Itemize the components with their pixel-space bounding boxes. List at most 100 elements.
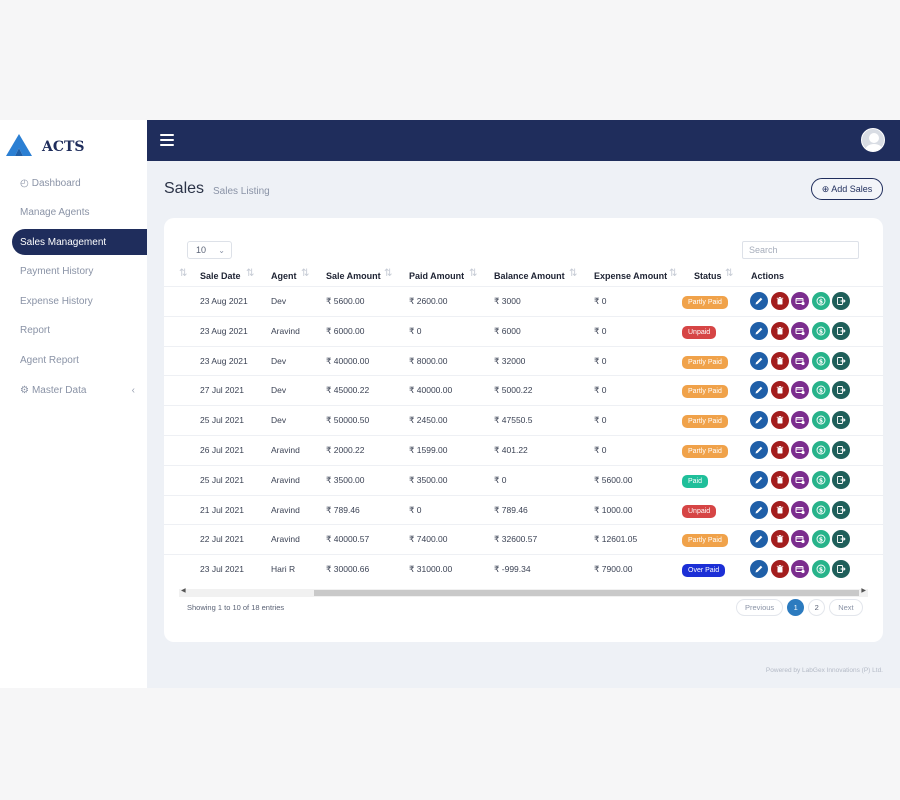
dollar-coin-icon[interactable]: $ [811,500,830,519]
export-arrow-icon[interactable] [832,440,851,459]
sidebar-item-manage-agents[interactable]: Manage Agents [0,200,147,226]
column-header-sale-date[interactable]: Sale Date [200,271,241,281]
brand[interactable]: ACTS [6,133,85,160]
sidebar-item-label: Sales Management [20,236,107,248]
row-actions: $ [750,440,851,459]
delete-trash-icon[interactable] [770,321,789,340]
table-row: 23 Jul 2021 Hari R ₹ 30000.66 ₹ 31000.00 ₹ -… [164,554,883,584]
dollar-coin-icon[interactable]: $ [811,351,830,370]
delete-trash-icon[interactable] [770,560,789,579]
table-row: 23 Aug 2021 Dev ₹ 5600.00 ₹ 2600.00 ₹ 3000 ₹ … [164,286,883,316]
cell-sale-amount: ₹ 50000.50 [326,415,370,426]
row-actions: $ [750,470,851,489]
plus-circle-icon: ⊕ [821,183,830,194]
payment-card-icon[interactable] [791,351,810,370]
delete-trash-icon[interactable] [770,440,789,459]
main-content: Sales Sales Listing ⊕ Add Sales 10 ⌄ ⇅ S… [147,161,900,688]
table-info: Showing 1 to 10 of 18 entries [187,603,285,612]
delete-trash-icon[interactable] [770,500,789,519]
edit-pencil-icon[interactable] [750,411,768,430]
column-header-sale-amount[interactable]: Sale Amount [326,271,381,281]
cell-sale-amount: ₹ 789.46 [326,504,360,515]
add-sales-button[interactable]: ⊕ Add Sales [811,178,883,200]
add-sales-label: Add Sales [831,184,873,194]
payment-card-icon[interactable] [791,381,810,400]
payment-card-icon[interactable] [791,530,810,549]
delete-trash-icon[interactable] [770,381,789,400]
payment-card-icon[interactable] [791,440,810,459]
sidebar-item-expense-history[interactable]: Expense History [0,288,147,314]
dollar-coin-icon[interactable]: $ [811,470,830,489]
edit-pencil-icon[interactable] [750,530,768,549]
payment-card-icon[interactable] [791,411,810,430]
dollar-coin-icon[interactable]: $ [811,560,830,579]
page-title: Sales [164,180,205,197]
export-arrow-icon[interactable] [832,351,851,370]
edit-pencil-icon[interactable] [750,292,768,310]
delete-trash-icon[interactable] [770,292,789,310]
next-page-button[interactable]: Next [829,599,863,616]
sidebar-item-payment-history[interactable]: Payment History [0,259,147,285]
payment-card-icon[interactable] [791,500,810,519]
cell-sale-date: 23 Aug 2021 [200,296,248,306]
export-arrow-icon[interactable] [832,321,851,340]
sales-table-card: 10 ⌄ ⇅ Sale Date ⇅ Agent ⇅ Sale Amount ⇅… [164,218,883,642]
sidebar-item-dashboard[interactable]: ◴ Dashboard [0,170,147,196]
edit-pencil-icon[interactable] [750,440,768,459]
svg-text:$: $ [819,417,823,424]
scroll-right-arrow-icon[interactable]: ▶ [861,588,866,594]
export-arrow-icon[interactable] [832,381,851,400]
sidebar-item-sales-management[interactable]: Sales Management [12,229,147,256]
export-arrow-icon[interactable] [832,500,851,519]
edit-pencil-icon[interactable] [750,470,768,489]
cell-expense-amount: ₹ 0 [594,444,607,455]
scroll-left-arrow-icon[interactable]: ◀ [181,588,186,594]
page-2-button[interactable]: 2 [808,599,826,616]
page-1-button[interactable]: 1 [787,599,805,616]
table-row: 23 Aug 2021 Aravind ₹ 6000.00 ₹ 0 ₹ 6000 ₹ 0 U… [164,315,883,346]
cell-paid-amount: ₹ 1599.00 [409,444,448,455]
payment-card-icon[interactable] [791,560,810,579]
payment-card-icon[interactable] [791,321,810,340]
export-arrow-icon[interactable] [832,530,851,549]
export-arrow-icon[interactable] [832,411,851,430]
sort-icon: ⇅ [246,268,255,279]
column-header-agent[interactable]: Agent [271,271,297,281]
cell-balance-amount: ₹ 32600.57 [494,534,538,545]
edit-pencil-icon[interactable] [750,351,768,370]
export-arrow-icon[interactable] [832,560,851,579]
sidebar-item-report[interactable]: Report [0,318,147,344]
sidebar-item-agent-report[interactable]: Agent Report [0,348,147,374]
column-header-paid-amount[interactable]: Paid Amount [409,271,465,281]
export-arrow-icon[interactable] [832,470,851,489]
user-avatar-icon[interactable] [861,128,885,152]
page-length-select[interactable]: 10 ⌄ [187,241,232,259]
horizontal-scrollbar[interactable]: ◀ ▶ [179,588,868,597]
dollar-coin-icon[interactable]: $ [811,440,830,459]
scrollbar-thumb[interactable] [314,590,859,596]
column-header-expense-amount[interactable]: Expense Amount [594,271,668,281]
edit-pencil-icon[interactable] [750,500,768,519]
dollar-coin-icon[interactable]: $ [811,292,830,310]
edit-pencil-icon[interactable] [750,381,768,400]
edit-pencil-icon[interactable] [750,321,768,340]
dollar-coin-icon[interactable]: $ [811,530,830,549]
delete-trash-icon[interactable] [770,470,789,489]
column-header-status[interactable]: Status [694,271,722,281]
edit-pencil-icon[interactable] [750,560,768,579]
gears-icon: ⚙ [20,384,29,396]
dollar-coin-icon[interactable]: $ [811,321,830,340]
sidebar-item-master-data[interactable]: ⚙ Master Data ‹ [0,377,147,403]
payment-card-icon[interactable] [791,470,810,489]
previous-page-button[interactable]: Previous [736,599,784,616]
hamburger-menu-icon[interactable] [160,134,174,146]
delete-trash-icon[interactable] [770,351,789,370]
search-input[interactable] [742,241,859,259]
delete-trash-icon[interactable] [770,530,789,549]
payment-card-icon[interactable] [791,292,810,310]
delete-trash-icon[interactable] [770,411,789,430]
column-header-balance-amount[interactable]: Balance Amount [494,271,565,281]
dollar-coin-icon[interactable]: $ [811,411,830,430]
export-arrow-icon[interactable] [832,292,851,310]
dollar-coin-icon[interactable]: $ [811,381,830,400]
